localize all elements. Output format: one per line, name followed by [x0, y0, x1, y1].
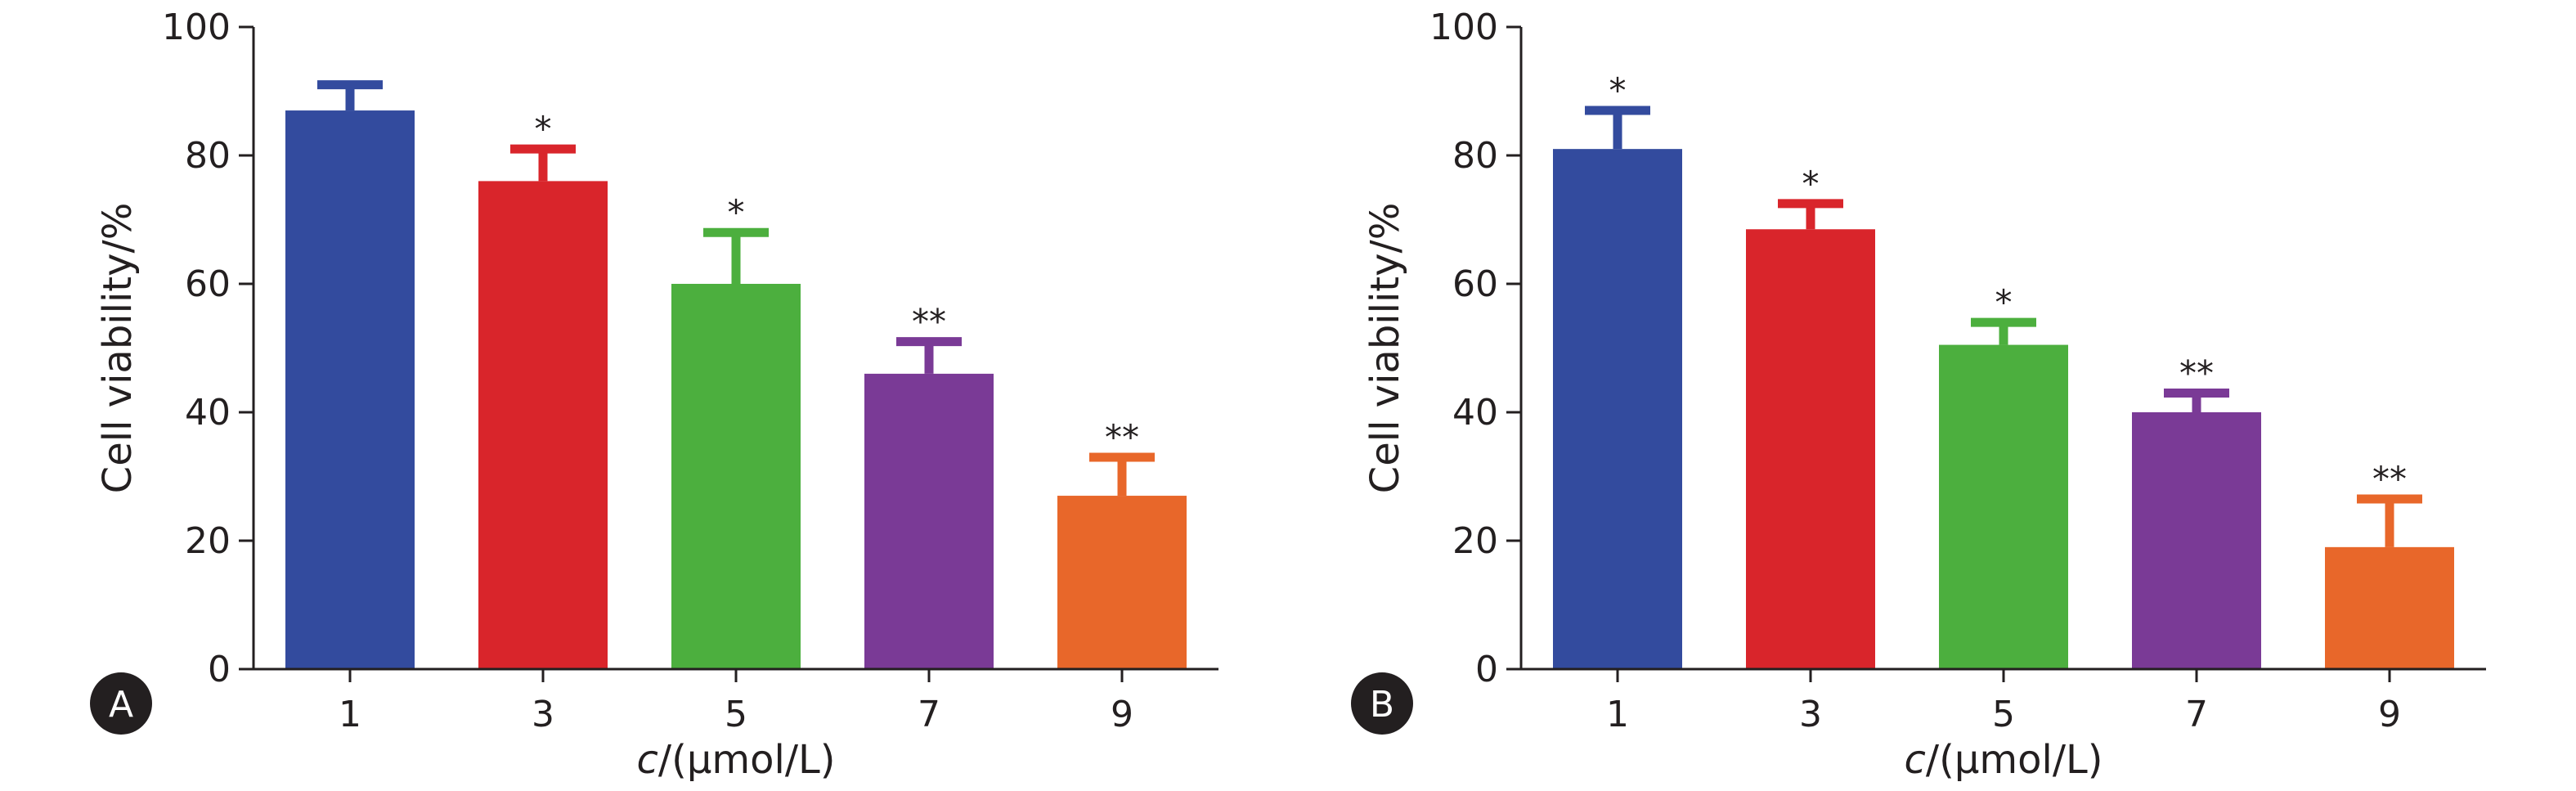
y-tick-label: 20 — [1452, 520, 1498, 562]
bar — [1939, 344, 2068, 669]
bar — [285, 110, 415, 670]
y-tick-label: 100 — [1429, 7, 1498, 48]
significance-label: ** — [912, 302, 946, 342]
y-tick-label: 100 — [162, 7, 231, 48]
significance-label: * — [1609, 70, 1627, 110]
significance-label: * — [728, 192, 745, 232]
significance-label: * — [1802, 164, 1820, 204]
significance-label: ** — [1105, 417, 1139, 457]
y-axis-title: Cell viability/% — [1362, 203, 1408, 494]
bar — [478, 181, 608, 669]
y-tick-label: 40 — [185, 392, 231, 434]
x-axis-title: c/(μmol/L) — [1905, 737, 2103, 783]
x-axis-title-variable: c — [637, 737, 658, 783]
y-tick-label: 0 — [1475, 649, 1498, 690]
panel-badge-label: B — [1370, 684, 1394, 726]
bar — [2132, 412, 2261, 669]
significance-label: ** — [2372, 459, 2407, 499]
y-tick-label: 20 — [185, 520, 231, 562]
x-axis-title-unit: /(μmol/L) — [658, 737, 836, 783]
x-tick-label: 9 — [1111, 694, 1133, 735]
x-tick-label: 5 — [725, 694, 747, 735]
panel-badge — [90, 672, 152, 735]
y-tick-label: 80 — [185, 135, 231, 177]
x-axis-title-unit: /(μmol/L) — [1926, 737, 2103, 783]
x-tick-label: 7 — [918, 694, 940, 735]
x-tick-label: 3 — [532, 694, 554, 735]
bar — [1057, 496, 1187, 669]
x-tick-label: 1 — [1606, 694, 1629, 735]
panel-badge-label: A — [109, 684, 133, 726]
x-tick-label: 1 — [339, 694, 361, 735]
significance-label: ** — [2179, 353, 2214, 393]
y-tick-label: 80 — [1452, 135, 1498, 177]
y-tick-label: 0 — [208, 649, 231, 690]
x-axis-title: c/(μmol/L) — [637, 737, 836, 783]
y-tick-label: 60 — [185, 263, 231, 305]
significance-label: * — [535, 109, 552, 149]
y-axis-title: Cell viability/% — [95, 203, 141, 494]
bar — [1746, 229, 1875, 669]
bar — [864, 373, 994, 669]
significance-label: * — [1995, 282, 2013, 322]
y-tick-label: 40 — [1452, 392, 1498, 434]
bar — [1553, 149, 1682, 669]
bar — [2325, 546, 2454, 669]
bar — [671, 284, 801, 669]
x-tick-label: 9 — [2378, 694, 2401, 735]
x-tick-label: 7 — [2185, 694, 2208, 735]
y-tick-label: 60 — [1452, 263, 1498, 305]
x-tick-label: 3 — [1799, 694, 1822, 735]
panel-badge — [1351, 672, 1413, 735]
x-tick-label: 5 — [1992, 694, 2015, 735]
x-axis-title-variable: c — [1905, 737, 1926, 783]
